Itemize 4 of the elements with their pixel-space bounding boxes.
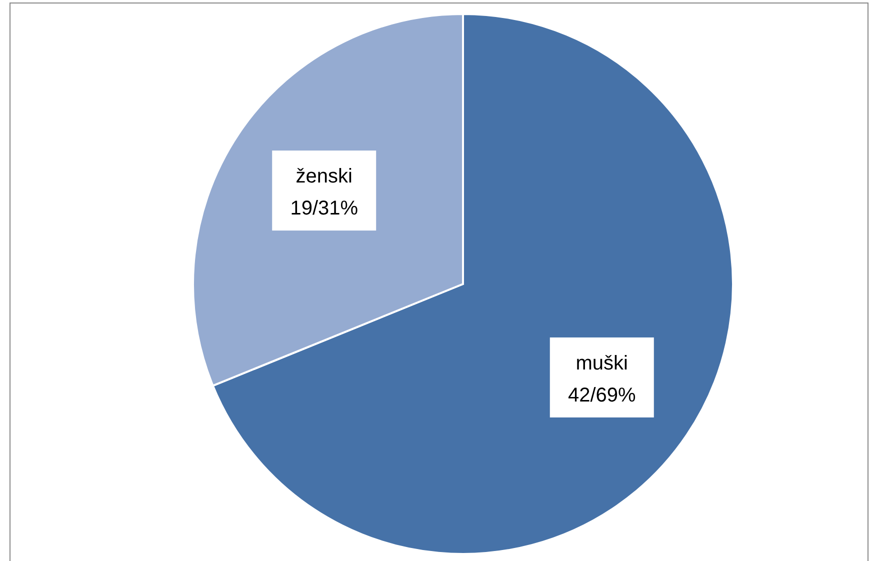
slice-label: muški: [576, 352, 628, 374]
data-label: 19/31%: [290, 198, 358, 220]
data-label: 42/69%: [568, 384, 636, 406]
slice-label: ženski: [296, 166, 352, 188]
